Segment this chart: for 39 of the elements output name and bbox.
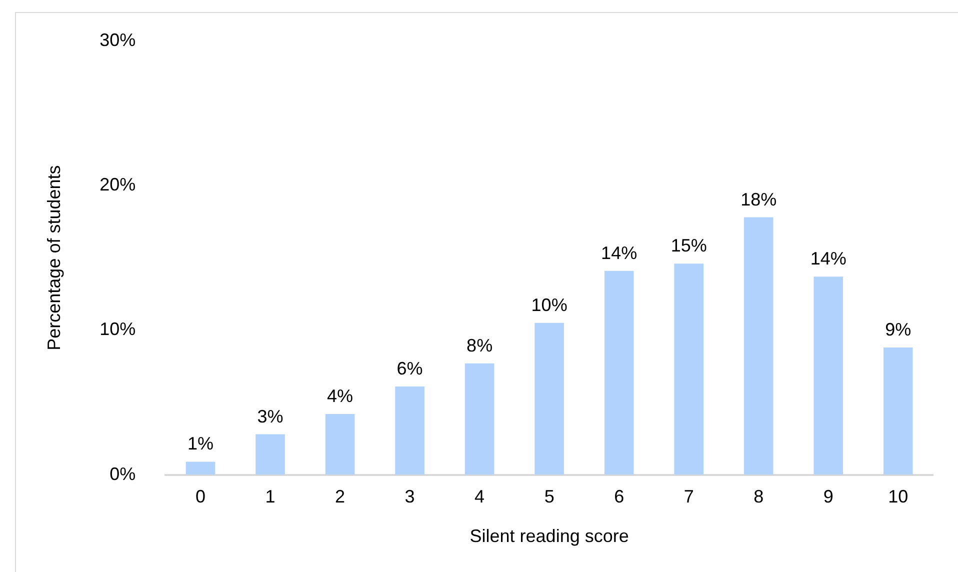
x-tick-label: 2 (335, 486, 346, 507)
bar (604, 270, 634, 475)
bar (814, 276, 844, 475)
bar (464, 363, 494, 475)
bar (186, 462, 216, 475)
data-label: 1% (188, 434, 214, 454)
x-tick-label: 9 (823, 486, 834, 507)
bar (883, 347, 913, 475)
x-tick-label: 6 (614, 486, 624, 507)
y-tick-label: 0% (110, 464, 136, 484)
x-tick-label: 1 (265, 486, 276, 507)
data-label: 14% (601, 242, 638, 263)
x-tick-label: 8 (754, 486, 764, 507)
data-label: 15% (670, 236, 707, 256)
bar (674, 264, 704, 475)
data-label: 4% (327, 386, 354, 406)
y-tick-label: 20% (100, 174, 136, 194)
x-tick-label: 5 (544, 486, 554, 507)
bar (256, 434, 285, 475)
bar (325, 414, 355, 475)
data-label: 8% (466, 335, 493, 356)
data-label: 18% (740, 189, 777, 210)
x-tick-label: 0 (196, 486, 206, 507)
y-axis-title: Percentage of students (44, 165, 64, 350)
x-tick-label: 4 (474, 486, 485, 507)
data-label: 9% (885, 319, 912, 340)
bar (534, 322, 564, 475)
y-tick-label: 10% (100, 319, 136, 340)
bar (395, 386, 424, 475)
bar (744, 217, 774, 475)
x-tick-label: 10 (888, 486, 908, 507)
data-label: 3% (257, 406, 284, 426)
data-label: 10% (531, 294, 568, 315)
data-label: 6% (396, 358, 423, 379)
y-tick-label: 30% (100, 30, 136, 50)
x-axis-title: Silent reading score (470, 526, 629, 546)
data-label: 14% (810, 248, 846, 269)
x-tick-label: 7 (684, 486, 694, 507)
x-tick-label: 3 (404, 486, 415, 507)
